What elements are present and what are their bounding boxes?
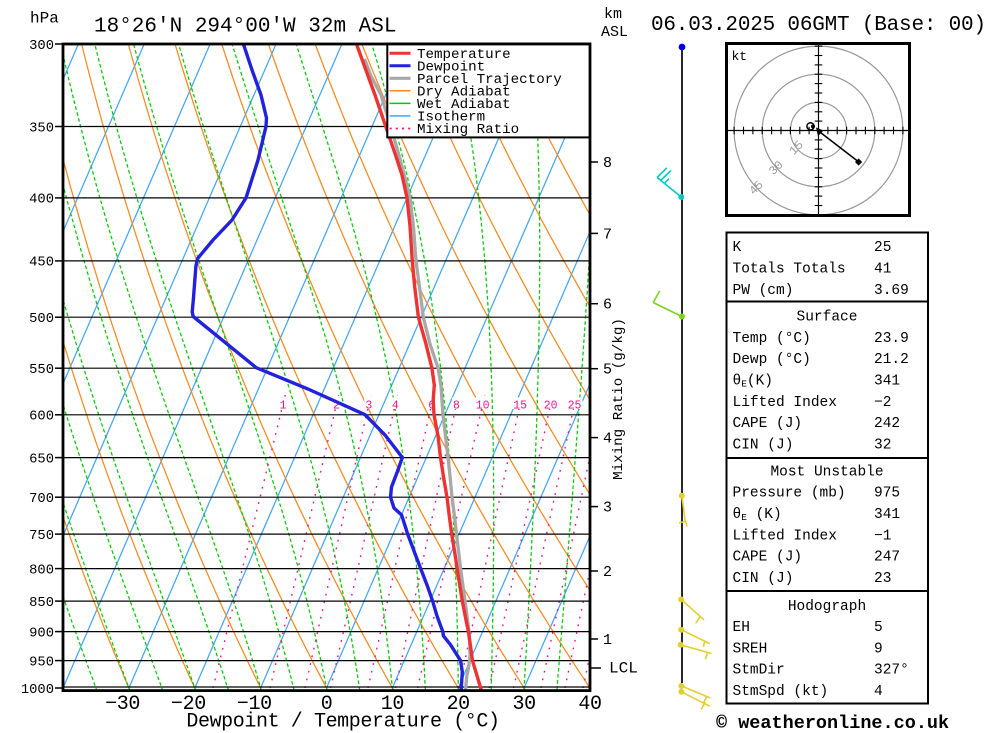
svg-text:Parcel Trajectory: Parcel Trajectory <box>417 72 562 88</box>
svg-text:Isotherm: Isotherm <box>417 110 485 126</box>
svg-text:20: 20 <box>544 400 558 413</box>
svg-text:341: 341 <box>874 374 900 390</box>
svg-text:32: 32 <box>874 437 891 453</box>
svg-text:LCL: LCL <box>609 660 638 678</box>
svg-text:CAPE (J): CAPE (J) <box>733 550 803 566</box>
svg-text:1: 1 <box>603 632 612 649</box>
svg-text:−30: −30 <box>105 693 140 716</box>
svg-text:Most Unstable: Most Unstable <box>770 464 883 480</box>
svg-text:2: 2 <box>333 400 340 413</box>
svg-text:© weatheronline.co.uk: © weatheronline.co.uk <box>716 713 949 733</box>
svg-text:Surface: Surface <box>797 310 858 326</box>
svg-text:10: 10 <box>381 693 404 716</box>
svg-text:550: 550 <box>29 363 54 378</box>
svg-text:EH: EH <box>733 620 750 636</box>
svg-text:kt: kt <box>732 49 748 64</box>
svg-text:21.2: 21.2 <box>874 352 909 368</box>
svg-text:Temp (°C): Temp (°C) <box>733 331 811 347</box>
svg-text:Dry Adiabat: Dry Adiabat <box>417 84 511 100</box>
svg-text:10: 10 <box>476 400 490 413</box>
svg-text:23: 23 <box>874 571 891 587</box>
svg-text:300: 300 <box>29 39 54 54</box>
svg-text:2: 2 <box>603 564 612 581</box>
svg-text:Pressure (mb): Pressure (mb) <box>733 486 846 502</box>
svg-text:3.69: 3.69 <box>874 283 909 299</box>
svg-text:Dewpoint: Dewpoint <box>417 59 485 75</box>
svg-text:−2: −2 <box>874 395 891 411</box>
svg-text:242: 242 <box>874 416 900 432</box>
svg-text:06.03.2025 06GMT (Base: 00): 06.03.2025 06GMT (Base: 00) <box>651 14 986 37</box>
svg-text:23.9: 23.9 <box>874 331 909 347</box>
svg-text:25: 25 <box>874 240 891 256</box>
svg-text:700: 700 <box>29 492 54 507</box>
svg-text:Hodograph: Hodograph <box>788 599 866 615</box>
svg-text:8: 8 <box>603 155 612 172</box>
svg-text:3: 3 <box>603 500 612 517</box>
svg-text:Dewp (°C): Dewp (°C) <box>733 352 811 368</box>
svg-text:350: 350 <box>29 121 54 136</box>
svg-text:Mixing Ratio (g/kg): Mixing Ratio (g/kg) <box>611 318 627 480</box>
svg-text:CIN (J): CIN (J) <box>733 571 794 587</box>
svg-text:400: 400 <box>29 193 54 208</box>
svg-text:SREH: SREH <box>733 641 768 657</box>
svg-text:6: 6 <box>603 297 612 314</box>
svg-text:Lifted Index: Lifted Index <box>733 528 838 544</box>
svg-text:CIN (J): CIN (J) <box>733 437 794 453</box>
svg-text:850: 850 <box>29 596 54 611</box>
svg-text:500: 500 <box>29 312 54 327</box>
svg-text:900: 900 <box>29 626 54 641</box>
svg-text:7: 7 <box>603 226 612 243</box>
svg-text:Wet Adiabat: Wet Adiabat <box>417 97 511 113</box>
svg-text:450: 450 <box>29 256 54 271</box>
svg-text:30: 30 <box>512 693 535 716</box>
svg-text:θE (K): θE (K) <box>733 507 782 523</box>
svg-text:Lifted Index: Lifted Index <box>733 395 838 411</box>
svg-text:18°26'N 294°00'W 32m ASL: 18°26'N 294°00'W 32m ASL <box>94 16 396 39</box>
svg-text:PW (cm): PW (cm) <box>733 283 794 299</box>
svg-text:CAPE (J): CAPE (J) <box>733 416 803 432</box>
svg-text:−10: −10 <box>237 693 272 716</box>
svg-text:3: 3 <box>365 400 372 413</box>
svg-text:Dewpoint / Temperature (°C): Dewpoint / Temperature (°C) <box>186 711 499 733</box>
svg-text:4: 4 <box>392 400 399 413</box>
svg-text:km: km <box>604 6 622 23</box>
svg-text:5: 5 <box>874 620 883 636</box>
svg-text:−20: −20 <box>171 693 206 716</box>
svg-text:5: 5 <box>603 362 612 379</box>
svg-text:1000: 1000 <box>21 683 54 698</box>
svg-text:600: 600 <box>29 410 54 425</box>
svg-text:20: 20 <box>447 693 470 716</box>
svg-text:ASL: ASL <box>601 24 628 41</box>
svg-text:StmDir: StmDir <box>733 663 785 679</box>
svg-text:950: 950 <box>29 655 54 670</box>
svg-text:975: 975 <box>874 486 900 502</box>
svg-text:650: 650 <box>29 452 54 467</box>
svg-text:341: 341 <box>874 507 900 523</box>
svg-text:Totals Totals: Totals Totals <box>733 262 846 278</box>
svg-text:6: 6 <box>428 400 435 413</box>
svg-text:9: 9 <box>874 641 883 657</box>
svg-text:750: 750 <box>29 529 54 544</box>
svg-text:Mixing Ratio: Mixing Ratio <box>417 122 519 138</box>
svg-text:800: 800 <box>29 563 54 578</box>
svg-text:0: 0 <box>321 693 333 716</box>
svg-text:41: 41 <box>874 262 891 278</box>
svg-text:25: 25 <box>568 400 582 413</box>
svg-text:327°: 327° <box>874 663 909 679</box>
svg-text:4: 4 <box>603 431 612 448</box>
svg-text:hPa: hPa <box>30 10 59 28</box>
svg-text:247: 247 <box>874 550 900 566</box>
svg-text:K: K <box>733 240 742 256</box>
svg-text:1: 1 <box>280 400 287 413</box>
svg-text:Temperature: Temperature <box>417 47 511 63</box>
svg-text:15: 15 <box>513 400 527 413</box>
svg-text:4: 4 <box>874 684 883 700</box>
svg-text:StmSpd (kt): StmSpd (kt) <box>733 684 829 700</box>
svg-text:40: 40 <box>578 693 601 716</box>
svg-text:−1: −1 <box>874 528 891 544</box>
svg-text:8: 8 <box>453 400 460 413</box>
svg-text:θE(K): θE(K) <box>733 374 774 390</box>
